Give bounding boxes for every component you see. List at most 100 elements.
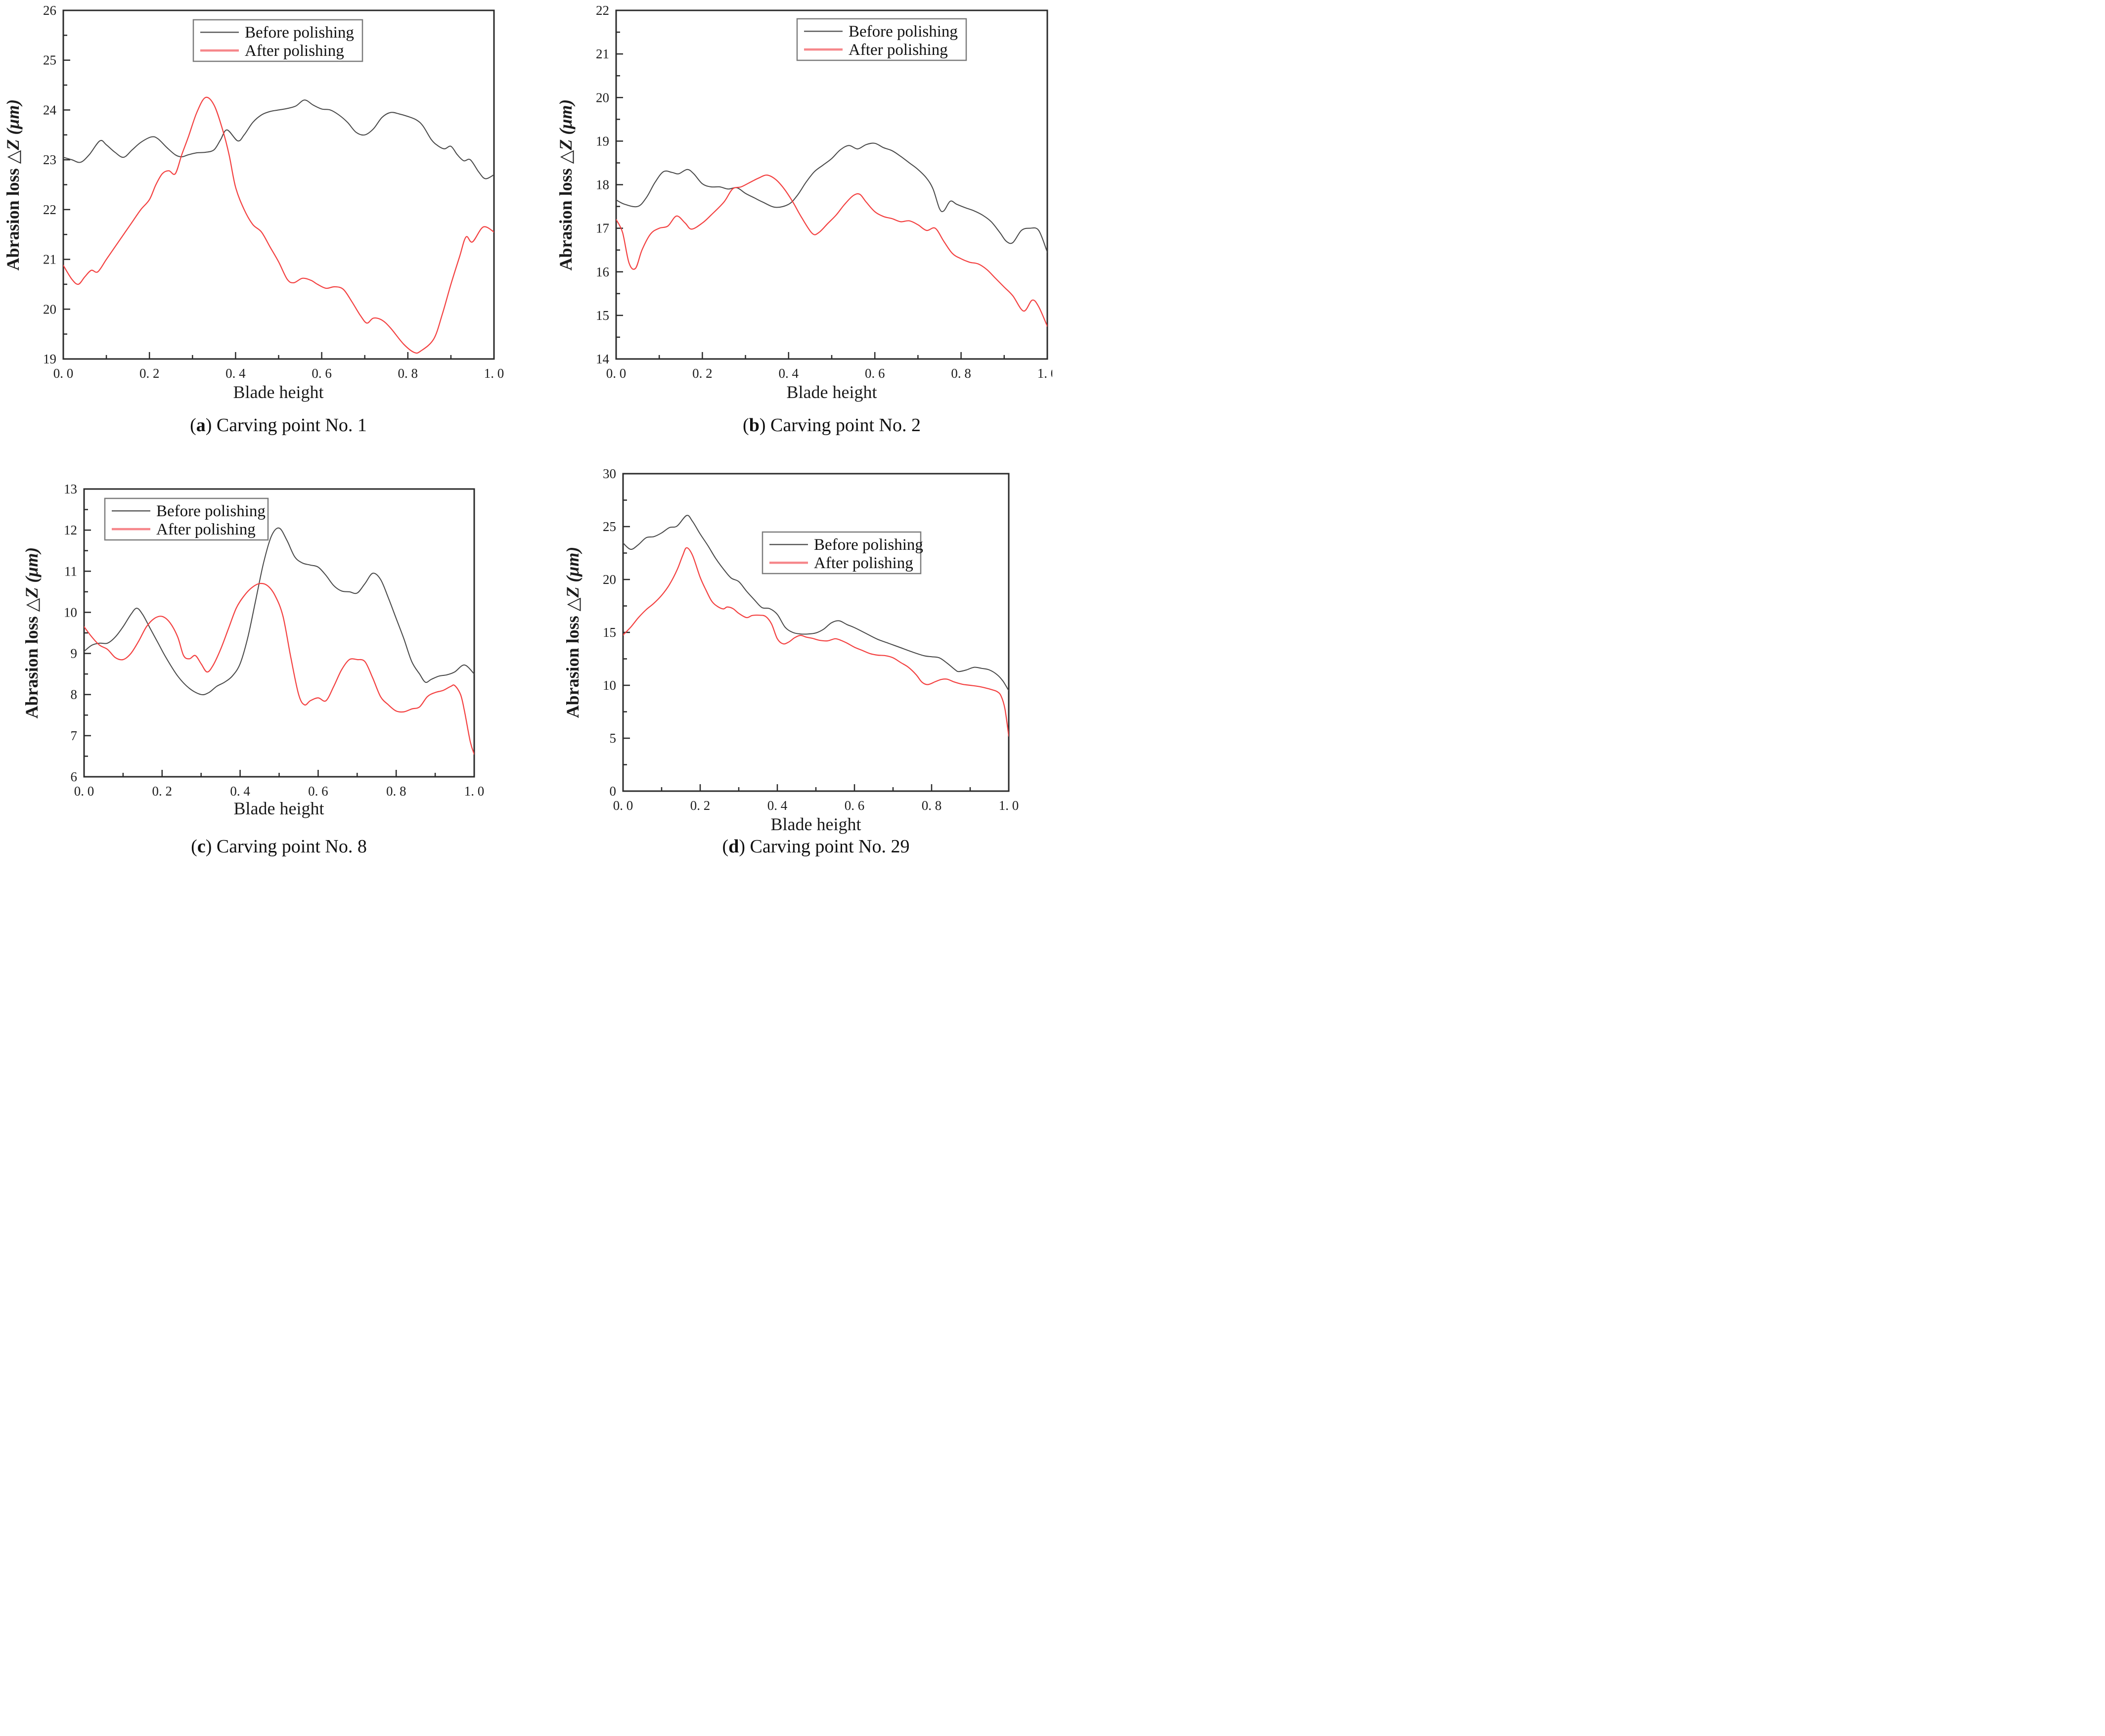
panel-c-ylabel: Abrasion loss △Z (μm) [22, 547, 42, 719]
y-tick-label: 16 [596, 265, 609, 279]
x-tick-label: 0. 4 [230, 784, 250, 799]
series-group [623, 515, 1009, 737]
x-tick-label: 0. 8 [922, 798, 942, 813]
y-tick-label: 18 [596, 178, 609, 192]
x-tick-label: 1. 0 [464, 784, 485, 799]
panel-b: 0. 0 0. 2 0. 4 0. 6 0. 8 1. 0 14 15 16 17 18 19 20 21… [526, 0, 1052, 436]
legend-label: Before polishing [156, 502, 266, 520]
y-tick-label: 6 [71, 769, 78, 784]
panel-c-caption: (c) Carving point No. 8 [191, 836, 367, 857]
x-tick-label: 0. 8 [951, 366, 971, 381]
y-tick-label: 11 [64, 564, 77, 579]
y-tick-label: 10 [64, 605, 77, 620]
y-tick-label: 24 [43, 102, 57, 117]
series-group [84, 527, 474, 755]
legend-label: After polishing [814, 554, 913, 572]
x-tick-label: 0. 2 [690, 798, 711, 813]
x-tick-label: 0. 2 [692, 366, 713, 381]
plot-frame [615, 9, 1048, 360]
panel-a-caption: (a) Carving point No. 1 [190, 415, 367, 436]
panel-d-ylabel: Abrasion loss △Z (μm) [563, 546, 582, 718]
x-tick-label: 0. 6 [845, 798, 865, 813]
y-tick-label: 8 [71, 687, 78, 702]
x-tick-label: 0. 4 [225, 366, 246, 381]
axis-ticks [62, 9, 495, 360]
y-tick-label: 21 [43, 252, 56, 267]
before-polishing-line [623, 515, 1009, 691]
panel-b-caption: (b) Carving point No. 2 [743, 415, 921, 436]
axis-ticks [615, 9, 1048, 360]
legend-label: Before polishing [849, 23, 958, 41]
y-tick-label: 20 [603, 572, 616, 587]
panel-a-svg: 0. 0 0. 2 0. 4 0. 6 0. 8 1. 0 19 20 21 22 23 24 25 26… [43, 3, 504, 381]
legend-label: After polishing [156, 521, 256, 538]
y-tick-label: 19 [43, 352, 56, 366]
panel-b-svg: 0. 0 0. 2 0. 4 0. 6 0. 8 1. 0 14 15 16 17 18 19 20 21… [596, 3, 1052, 381]
x-tick-label: 0. 2 [152, 784, 173, 799]
y-tick-label: 20 [596, 90, 609, 105]
y-tick-label: 22 [596, 3, 609, 18]
axis-ticks [622, 473, 1010, 792]
y-tick-label: 9 [71, 646, 78, 661]
panel-a-xlabel: Blade height [233, 382, 324, 402]
x-tick-label: 1. 0 [1037, 366, 1052, 381]
after-polishing-line [623, 547, 1009, 737]
x-tick-label: 0. 0 [53, 366, 74, 381]
y-tick-label: 25 [43, 53, 56, 68]
figure-four-panel-abrasion-loss: 0. 0 0. 2 0. 4 0. 6 0. 8 1. 0 19 20 21 22 23 24 25 26… [0, 0, 1052, 868]
plot-frame [62, 9, 495, 360]
panel-d-xlabel: Blade height [770, 814, 861, 834]
after-polishing-line [616, 174, 1047, 327]
x-tick-label: 0. 6 [308, 784, 328, 799]
x-tick-label: 0. 6 [312, 366, 332, 381]
panel-a: 0. 0 0. 2 0. 4 0. 6 0. 8 1. 0 19 20 21 22 23 24 25 26… [0, 0, 526, 436]
x-tick-label: 1. 0 [999, 798, 1019, 813]
y-tick-label: 19 [596, 134, 609, 148]
y-tick-label: 26 [43, 3, 56, 18]
y-tick-label: 15 [603, 625, 616, 640]
y-tick-label: 25 [603, 519, 616, 534]
y-tick-label: 0 [610, 784, 617, 799]
x-tick-label: 0. 8 [386, 784, 406, 799]
y-tick-label: 15 [596, 308, 609, 323]
panel-d: 0. 0 0. 2 0. 4 0. 6 0. 8 1. 0 0 5 10 15 20 25 30 Befo… [526, 434, 1052, 868]
x-tick-label: 0. 4 [767, 798, 788, 813]
y-tick-label: 12 [64, 523, 77, 537]
before-polishing-line [616, 142, 1047, 253]
y-tick-label: 21 [596, 46, 609, 61]
x-tick-label: 0. 8 [398, 366, 418, 381]
legend-label: Before polishing [245, 24, 354, 42]
y-tick-label: 5 [610, 731, 617, 746]
y-tick-label: 30 [603, 466, 616, 481]
panel-c-svg: 0. 0 0. 2 0. 4 0. 6 0. 8 1. 0 6 7 8 9 10 11 12 13 Befo… [64, 482, 485, 799]
x-tick-label: 0. 0 [606, 366, 627, 381]
x-tick-label: 0. 4 [779, 366, 799, 381]
legend-label: After polishing [849, 41, 948, 59]
panel-c: 0. 0 0. 2 0. 4 0. 6 0. 8 1. 0 6 7 8 9 10 11 12 13 Befo… [0, 434, 526, 868]
series-group [63, 96, 494, 354]
y-tick-label: 14 [596, 352, 610, 366]
panel-c-xlabel: Blade height [233, 799, 324, 818]
x-tick-label: 0. 6 [865, 366, 885, 381]
panel-b-ylabel: Abrasion loss △Z (μm) [556, 99, 576, 271]
y-tick-label: 22 [43, 202, 56, 217]
series-group [616, 142, 1047, 327]
panel-a-ylabel: Abrasion loss △Z (μm) [3, 99, 23, 271]
panel-b-xlabel: Blade height [786, 382, 877, 402]
after-polishing-line [63, 96, 494, 354]
y-tick-label: 20 [43, 302, 56, 316]
legend-label: Before polishing [814, 536, 923, 554]
before-polishing-line [84, 527, 474, 696]
x-tick-label: 0. 0 [613, 798, 633, 813]
y-tick-label: 7 [71, 728, 78, 743]
x-tick-label: 0. 0 [74, 784, 94, 799]
panel-d-svg: 0. 0 0. 2 0. 4 0. 6 0. 8 1. 0 0 5 10 15 20 25 30 Befo… [603, 466, 1019, 813]
legend-label: After polishing [245, 42, 344, 60]
after-polishing-line [84, 582, 474, 755]
x-tick-label: 1. 0 [484, 366, 504, 381]
axis-ticks [83, 488, 475, 778]
